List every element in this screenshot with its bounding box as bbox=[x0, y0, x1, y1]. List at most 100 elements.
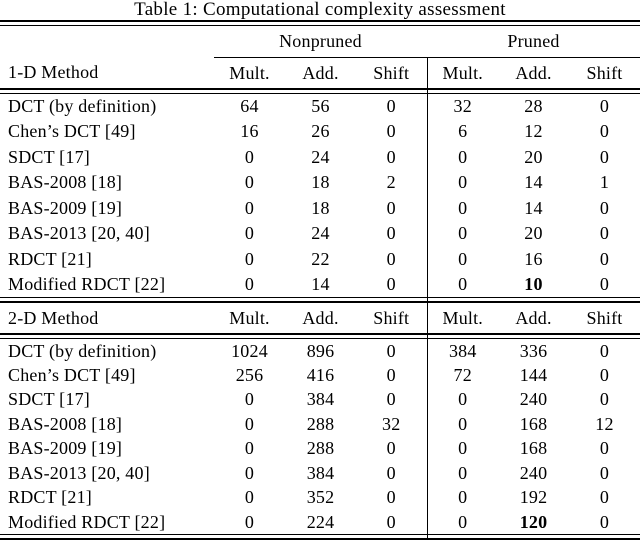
value-cell: 16 bbox=[240, 121, 259, 142]
method-cell: DCT (by definition) bbox=[8, 96, 157, 116]
method-cell: Modified RDCT [22] bbox=[8, 511, 166, 532]
value-cell: 0 bbox=[599, 223, 610, 244]
value-cell: 0 bbox=[386, 146, 396, 167]
value-cell: 0 bbox=[386, 274, 396, 294]
table-row: Chen’s DCT [49] 16 26 0 6 12 0 bbox=[0, 119, 640, 145]
value-cell: 20 bbox=[524, 146, 543, 167]
value-cell: 0 bbox=[386, 121, 396, 142]
value-cell: 0 bbox=[386, 462, 396, 483]
value-cell: 0 bbox=[599, 389, 610, 410]
value-cell: 0 bbox=[426, 412, 498, 437]
value-cell: 288 bbox=[306, 438, 335, 459]
value-cell: 0 bbox=[426, 246, 498, 272]
value-cell: 0 bbox=[386, 389, 396, 410]
value-cell: 168 bbox=[519, 438, 548, 459]
table-body-1d: DCT (by definition) 64 56 0 32 28 0 Chen’s DCT … bbox=[0, 93, 640, 298]
value-cell: 16 bbox=[524, 248, 543, 269]
value-cell: 0 bbox=[426, 221, 498, 247]
table-row: RDCT [21] 0 352 0 0 192 0 bbox=[0, 485, 640, 510]
value-cell: 0 bbox=[599, 438, 610, 459]
method-cell: BAS-2013 [20, 40] bbox=[8, 223, 150, 244]
value-cell: 14 bbox=[311, 274, 330, 294]
table-row: BAS-2009 [19] 0 18 0 0 14 0 bbox=[0, 195, 640, 221]
value-cell: 18 bbox=[311, 197, 330, 218]
value-cell: 22 bbox=[311, 248, 330, 269]
group-header-pruned: Pruned bbox=[427, 25, 640, 58]
col-header-mult-pruned-2d: Mult. bbox=[426, 302, 498, 334]
value-cell: 32 bbox=[382, 413, 401, 434]
section-label-1d: 1-D Method bbox=[8, 62, 99, 83]
value-cell: 32 bbox=[426, 93, 498, 119]
value-cell: 0 bbox=[244, 487, 255, 508]
value-cell: 0 bbox=[386, 340, 396, 361]
value-cell: 24 bbox=[311, 223, 330, 244]
empty-corner-cell bbox=[0, 26, 214, 58]
table-row: DCT (by definition) 64 56 0 32 28 0 bbox=[0, 93, 640, 119]
value-cell: 72 bbox=[426, 363, 498, 388]
value-cell: 352 bbox=[306, 487, 335, 508]
method-cell: SDCT [17] bbox=[8, 146, 90, 167]
value-cell: 0 bbox=[244, 197, 255, 218]
value-cell: 384 bbox=[306, 462, 335, 483]
table-row: SDCT [17] 0 384 0 0 240 0 bbox=[0, 387, 640, 412]
value-cell: 0 bbox=[386, 364, 396, 385]
method-cell: RDCT [21] bbox=[8, 487, 92, 508]
value-cell: 0 bbox=[244, 172, 255, 193]
value-cell: 0 bbox=[426, 485, 498, 510]
table-row: SDCT [17] 0 24 0 0 20 0 bbox=[0, 144, 640, 170]
table-head-block: Nonpruned Pruned 1-D Method Mult. Add. S… bbox=[0, 20, 640, 94]
col-header-shift-pruned-2d: Shift bbox=[586, 307, 623, 328]
col-header-shift-nonpruned: Shift bbox=[373, 62, 410, 83]
section-close-rule bbox=[0, 297, 640, 303]
value-cell: 0 bbox=[599, 121, 610, 142]
value-cell: 0 bbox=[599, 340, 610, 361]
method-cell: BAS-2013 [20, 40] bbox=[8, 462, 150, 483]
value-cell: 0 bbox=[426, 510, 498, 535]
value-cell: 0 bbox=[599, 487, 610, 508]
value-cell: 0 bbox=[244, 389, 255, 410]
table-caption: Table 1: Computational complexity assess… bbox=[134, 0, 506, 20]
table-body-2d: DCT (by definition) 1024 896 0 384 336 0 Chen’s… bbox=[0, 338, 640, 535]
header-rule-2d bbox=[0, 333, 640, 339]
value-cell: 224 bbox=[306, 511, 335, 532]
value-cell: 0 bbox=[426, 170, 498, 196]
value-cell: 20 bbox=[524, 223, 543, 244]
value-cell: 12 bbox=[595, 413, 614, 434]
table-row: BAS-2013 [20, 40] 0 24 0 0 20 0 bbox=[0, 221, 640, 247]
group-header-nonpruned: Nonpruned bbox=[214, 25, 427, 58]
value-cell: 336 bbox=[519, 340, 548, 361]
value-cell: 0 bbox=[244, 438, 255, 459]
value-cell: 0 bbox=[244, 511, 255, 532]
value-cell: 0 bbox=[426, 144, 498, 170]
value-cell: 0 bbox=[386, 197, 396, 218]
method-cell: BAS-2008 [18] bbox=[8, 172, 123, 193]
value-cell: 0 bbox=[244, 413, 255, 434]
group-header-row: Nonpruned Pruned bbox=[0, 25, 640, 58]
value-cell: 0 bbox=[386, 438, 396, 459]
table-foot-block bbox=[0, 534, 640, 540]
table-row: Chen’s DCT [49] 256 416 0 72 144 0 bbox=[0, 363, 640, 388]
value-cell: 192 bbox=[519, 487, 548, 508]
col-header-mult-pruned: Mult. bbox=[426, 57, 498, 89]
section-divider-block: 2-D Method Mult. Add. Shift Mult. Add. S… bbox=[0, 297, 640, 339]
col-header-mult-nonpruned: Mult. bbox=[229, 62, 270, 83]
method-cell: BAS-2009 [19] bbox=[8, 438, 123, 459]
method-cell: BAS-2009 [19] bbox=[8, 197, 123, 218]
col-header-mult-nonpruned-2d: Mult. bbox=[229, 307, 270, 328]
col-header-shift-pruned: Shift bbox=[586, 62, 623, 83]
table-row: BAS-2009 [19] 0 288 0 0 168 0 bbox=[0, 436, 640, 461]
value-cell: 14 bbox=[524, 172, 543, 193]
value-cell: 288 bbox=[306, 413, 335, 434]
value-cell: 120 bbox=[519, 511, 548, 532]
method-cell: BAS-2008 [18] bbox=[8, 413, 123, 434]
value-cell: 0 bbox=[599, 364, 610, 385]
value-cell: 6 bbox=[426, 119, 498, 145]
value-cell: 0 bbox=[244, 146, 255, 167]
value-cell: 1 bbox=[599, 172, 610, 193]
value-cell: 0 bbox=[426, 387, 498, 412]
value-cell: 0 bbox=[244, 223, 255, 244]
value-cell: 256 bbox=[235, 364, 264, 385]
value-cell: 144 bbox=[519, 364, 548, 385]
method-cell: RDCT [21] bbox=[8, 248, 92, 269]
